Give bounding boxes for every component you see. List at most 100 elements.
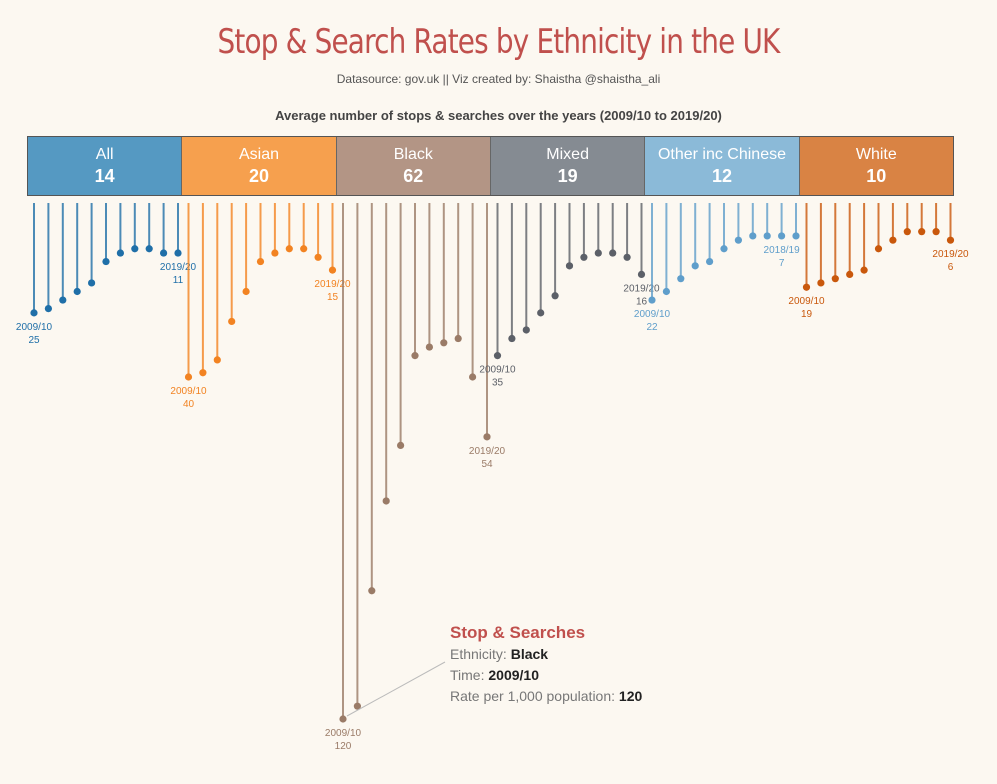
lollipop-dot (846, 270, 854, 278)
lollipop-dot (339, 715, 347, 723)
data-label-value: 15 (327, 292, 339, 303)
header-cell-asian[interactable]: Asian 20 (182, 137, 337, 195)
tooltip: Stop & Searches Ethnicity: Black Time: 2… (450, 622, 642, 707)
data-label-year: 2009/10 (325, 728, 362, 739)
lollipop-dot (889, 236, 897, 244)
lollipop-dot (116, 249, 124, 257)
header-cell-black[interactable]: Black 62 (336, 137, 491, 195)
header-average: 10 (866, 166, 887, 186)
header-cell-mixed[interactable]: Mixed 19 (490, 137, 646, 195)
data-label-value: 16 (636, 296, 648, 307)
lollipop-dot (440, 339, 448, 347)
lollipop-dot (184, 373, 193, 381)
data-label-value: 35 (492, 378, 504, 389)
tooltip-time-value: 2009/10 (488, 667, 539, 683)
data-label-year: 2019/20 (932, 249, 969, 260)
chart-subtitle: Average number of stops & searches over … (275, 108, 722, 123)
lollipop-dot (314, 253, 322, 261)
lollipop-dot (213, 356, 221, 364)
lollipop-dot (522, 326, 530, 334)
lollipop-dot (677, 275, 685, 283)
lollipop-dot (648, 296, 656, 304)
header-cell-other[interactable]: Other inc Chinese 12 (645, 137, 800, 195)
data-label-value: 19 (801, 309, 813, 320)
lollipop-dot (469, 373, 477, 381)
lollipop-dot (145, 245, 153, 253)
lollipop-dot (763, 232, 771, 240)
data-label-value: 120 (335, 741, 352, 752)
lollipop-dot (228, 317, 236, 326)
header-name: White (855, 146, 897, 163)
data-label-value: 40 (183, 399, 195, 410)
header-name: Other inc Chinese (657, 146, 786, 163)
lollipop-dot (637, 270, 646, 278)
data-label-year: 2009/10 (788, 296, 825, 307)
lollipop-dot (353, 702, 361, 710)
lollipop-dot (594, 249, 602, 257)
lollipop-dot (131, 245, 139, 253)
lollipop-dot (102, 257, 110, 266)
lollipop-dot (734, 236, 743, 244)
data-label-year: 2009/10 (479, 365, 516, 376)
lollipop-dot (411, 352, 419, 360)
lollipop-dot (483, 433, 491, 441)
lollipop-dot (749, 232, 757, 240)
lollipop-dot (691, 262, 699, 270)
data-label-year: 2018/19 (764, 245, 801, 256)
data-label-year: 2019/20 (160, 262, 197, 273)
lollipop-dot (328, 266, 337, 274)
lollipop-dot (508, 334, 516, 343)
lollipop-dot (778, 232, 786, 240)
header-average: 14 (94, 166, 115, 186)
lollipop-dot (285, 245, 293, 253)
tooltip-ethnicity-value: Black (510, 646, 549, 662)
data-label-value: 54 (481, 459, 493, 470)
header-name: Black (393, 146, 433, 163)
data-label-year: 2009/10 (170, 386, 207, 397)
data-label-value: 22 (646, 322, 658, 333)
data-label-year: 2009/10 (634, 309, 671, 320)
tooltip-time: Time: 2009/10 (450, 665, 642, 686)
lollipop-dot (831, 275, 839, 283)
lollipop-dot (425, 343, 433, 351)
lollipop-dot (946, 236, 955, 244)
lollipop-dot (44, 305, 53, 313)
lollipop-dot (817, 279, 825, 287)
header-name: All (95, 146, 114, 163)
lollipop-dot (565, 262, 574, 270)
lollipop-dot (932, 228, 940, 236)
lollipop-dot (160, 249, 168, 257)
lollipop-dot (720, 245, 728, 253)
tooltip-ethnicity: Ethnicity: Black (450, 644, 642, 665)
lollipop-dot (903, 228, 911, 236)
tooltip-rate-label: Rate per 1,000 population: (450, 688, 616, 704)
header-cell-white[interactable]: White 10 (799, 137, 953, 195)
lollipop-dot (368, 587, 376, 595)
lollipop-dot (30, 309, 38, 317)
lollipop-dot (623, 253, 631, 261)
lollipop-dot (551, 292, 559, 300)
header-name: Mixed (546, 146, 589, 163)
lollipop-dot (918, 228, 926, 236)
lollipop-dot (88, 279, 96, 287)
data-label-year: 2019/20 (469, 446, 506, 457)
data-label-year: 2019/20 (314, 279, 351, 290)
lollipop-dot (802, 283, 811, 291)
data-label-year: 2009/10 (16, 322, 53, 333)
header-name: Asian (238, 146, 279, 163)
lollipop-dot (59, 296, 67, 304)
data-label-year: 2019/20 (623, 283, 660, 294)
lollipop-dot (874, 245, 883, 253)
tooltip-rate: Rate per 1,000 population: 120 (450, 686, 642, 707)
lollipop-dot (242, 287, 250, 296)
lollipop-dot (300, 245, 308, 253)
lollipop-dot (397, 441, 405, 449)
lollipop-dot (860, 266, 868, 274)
chart-title: Stop & Search Rates by Ethnicity in the … (217, 22, 780, 62)
lollipop-dot (382, 497, 390, 505)
lollipop-dot (580, 253, 588, 261)
ethnicity-header: All 14 Asian 20 Black 62 Mixed 19 Other … (27, 136, 954, 196)
header-cell-all[interactable]: All 14 (28, 137, 183, 195)
datasource-credit: Datasource: gov.uk || Viz created by: Sh… (336, 72, 661, 86)
